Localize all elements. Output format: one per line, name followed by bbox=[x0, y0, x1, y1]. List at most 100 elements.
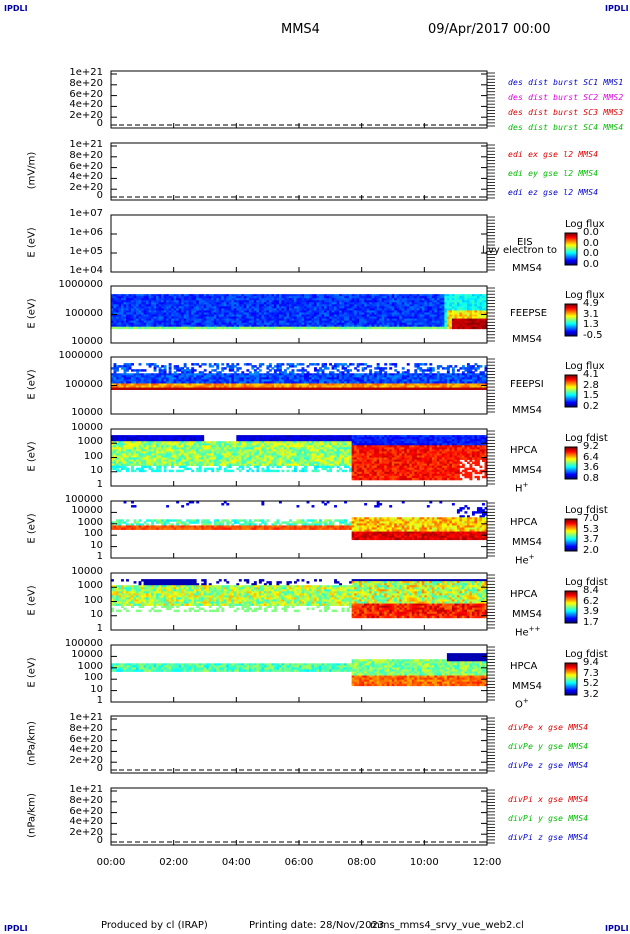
spectrogram-cell bbox=[118, 435, 122, 438]
spectrogram-cell bbox=[319, 377, 322, 380]
spectrogram-cell bbox=[439, 322, 443, 326]
spectrogram-cell bbox=[288, 296, 292, 299]
spectrogram-cell bbox=[446, 367, 450, 370]
spectrogram-cell bbox=[336, 294, 340, 297]
spectrogram-cell bbox=[246, 377, 250, 380]
spectrogram-cell bbox=[461, 308, 465, 311]
spectrogram-cell bbox=[339, 379, 343, 382]
spectrogram-cell bbox=[349, 302, 353, 305]
spectrogram-cell bbox=[241, 294, 245, 297]
spectrogram-cell bbox=[296, 302, 300, 305]
spectrogram-cell bbox=[266, 298, 270, 301]
spectrogram-cell bbox=[288, 385, 292, 388]
spectrogram-cell bbox=[271, 296, 275, 299]
spectrogram-cell bbox=[389, 306, 393, 309]
spectrogram-cell bbox=[131, 314, 134, 317]
spectrogram-cell bbox=[316, 387, 320, 390]
spectrogram-cell bbox=[163, 385, 167, 388]
spectrogram-cell bbox=[213, 363, 217, 366]
spectrogram-cell bbox=[293, 326, 297, 330]
spectrogram-cell bbox=[116, 312, 119, 315]
spectrogram-cell bbox=[369, 381, 373, 384]
spectrogram-cell bbox=[316, 379, 320, 382]
spectrogram-cell bbox=[113, 445, 117, 448]
spectrogram-cell bbox=[369, 304, 373, 307]
spectrogram-cell bbox=[178, 437, 182, 440]
spectrogram-cell bbox=[196, 457, 200, 460]
spectrogram-cell bbox=[431, 318, 435, 322]
spectrogram-cell bbox=[173, 373, 177, 376]
spectrogram-cell bbox=[158, 320, 162, 324]
spectrogram-cell bbox=[329, 296, 332, 299]
spectrogram-cell bbox=[401, 314, 405, 317]
spectrogram-cell bbox=[431, 369, 435, 372]
spectrogram-cell bbox=[216, 379, 220, 382]
spectrogram-cell bbox=[236, 306, 240, 309]
spectrogram-cell bbox=[176, 318, 180, 322]
spectrogram-cell bbox=[278, 320, 282, 324]
spectrogram-cell bbox=[354, 300, 358, 303]
spectrogram-cell bbox=[299, 375, 302, 378]
spectrogram-cell bbox=[356, 298, 360, 301]
spectrogram-cell bbox=[304, 377, 307, 380]
spectrogram-cell bbox=[138, 302, 142, 305]
spectrogram-cell bbox=[311, 373, 315, 376]
spectrogram-cell bbox=[136, 459, 139, 462]
spectrogram-cell bbox=[126, 326, 129, 330]
spectrogram-cell bbox=[193, 312, 197, 315]
spectrogram-cell bbox=[406, 387, 410, 390]
spectrogram-cell bbox=[166, 294, 170, 297]
spectrogram-cell bbox=[243, 379, 247, 382]
spectrogram-cell bbox=[248, 296, 252, 299]
spectrogram-cell bbox=[329, 379, 332, 382]
spectrogram-cell bbox=[156, 322, 160, 326]
spectrogram-cell bbox=[131, 310, 134, 313]
spectrogram-cell bbox=[461, 375, 465, 378]
spectrogram-cell bbox=[459, 302, 463, 305]
colorbar-strip bbox=[565, 375, 577, 377]
spectrogram-cell bbox=[278, 365, 282, 368]
spectrogram-cell bbox=[203, 316, 207, 319]
spectrogram-cell bbox=[429, 381, 433, 384]
spectrogram-cell bbox=[163, 439, 167, 442]
spectrogram-cell bbox=[263, 324, 267, 328]
spectrogram-cell bbox=[153, 296, 157, 299]
spectrogram-cell bbox=[241, 296, 245, 299]
spectrogram-cell bbox=[223, 314, 227, 317]
spectrogram-cell bbox=[336, 304, 340, 307]
colorbar-strip bbox=[565, 325, 577, 327]
spectrogram-cell bbox=[321, 373, 325, 376]
spectrogram-cell bbox=[331, 326, 335, 330]
spectrogram-cell bbox=[391, 318, 395, 322]
spectrogram-cell bbox=[406, 298, 410, 301]
spectrogram-cell bbox=[449, 326, 453, 330]
spectrogram-cell bbox=[158, 326, 162, 330]
spectrogram-cell bbox=[113, 459, 117, 462]
spectrogram-cell bbox=[228, 298, 232, 301]
spectrogram-cell bbox=[263, 375, 267, 378]
spectrogram-cell bbox=[161, 306, 165, 309]
spectrogram-cell bbox=[379, 312, 383, 315]
spectrogram-cell bbox=[198, 379, 202, 382]
spectrogram-cell bbox=[131, 379, 134, 382]
spectrogram-cell bbox=[118, 304, 122, 307]
spectrogram-cell bbox=[218, 383, 222, 386]
spectrogram-cell bbox=[329, 310, 332, 313]
spectrogram-cell bbox=[283, 316, 287, 319]
spectrogram-cell bbox=[201, 304, 205, 307]
spectrogram-cell bbox=[394, 324, 398, 328]
spectrogram-cell bbox=[191, 322, 195, 326]
spectrogram-cell bbox=[141, 314, 144, 317]
spectrogram-cell bbox=[191, 377, 195, 380]
spectrogram-cell bbox=[208, 312, 212, 315]
spectrogram-cell bbox=[161, 381, 165, 384]
spectrogram-cell bbox=[426, 326, 430, 330]
spectrogram-cell bbox=[439, 304, 443, 307]
spectrogram-cell bbox=[148, 302, 152, 305]
spectrogram-cell bbox=[334, 326, 337, 330]
spectrogram-cell bbox=[163, 457, 167, 460]
spectrogram-cell bbox=[228, 326, 232, 330]
spectrogram-cell bbox=[484, 304, 488, 307]
spectrogram-cell bbox=[339, 302, 343, 305]
spectrogram-cell bbox=[246, 326, 250, 330]
